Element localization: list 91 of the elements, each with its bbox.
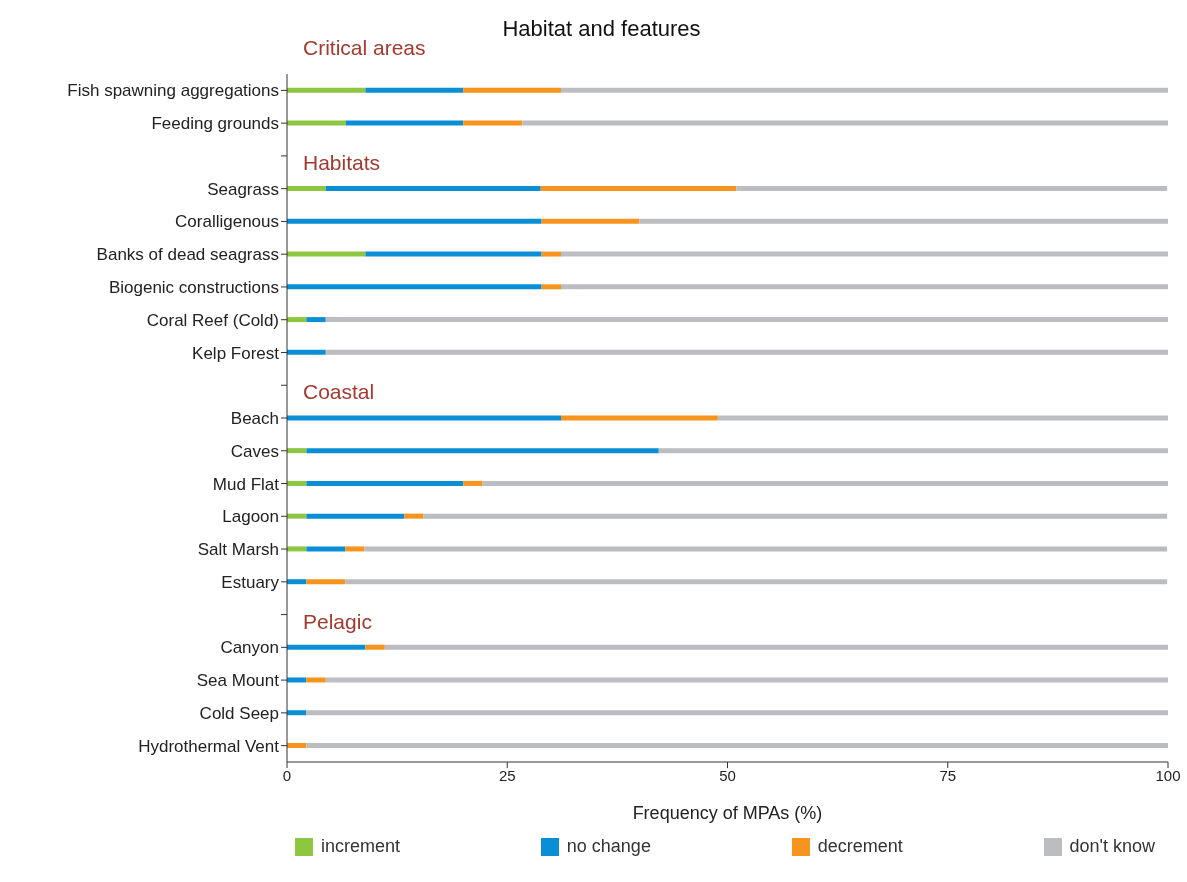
bar bbox=[345, 546, 365, 552]
bar bbox=[522, 120, 1168, 126]
y-tick-label: Hydrothermal Vent bbox=[138, 736, 280, 756]
chart-title: Habitat and features bbox=[502, 16, 701, 41]
bar bbox=[463, 87, 561, 93]
bar bbox=[365, 87, 464, 93]
bar bbox=[365, 644, 385, 650]
bar bbox=[287, 546, 307, 552]
bar bbox=[364, 546, 1168, 552]
bar bbox=[306, 579, 346, 585]
bar bbox=[541, 218, 640, 224]
bar bbox=[287, 743, 307, 748]
bar bbox=[287, 87, 366, 93]
y-tick-label: Biogenic constructions bbox=[108, 277, 279, 297]
bar bbox=[325, 677, 1168, 683]
y-tick-label: Feeding grounds bbox=[151, 114, 279, 134]
y-tick-label: Canyon bbox=[220, 638, 279, 658]
annotation: Pelagic bbox=[303, 609, 372, 634]
bar bbox=[287, 349, 326, 355]
bar bbox=[540, 186, 737, 192]
bar bbox=[423, 513, 1168, 519]
bar bbox=[365, 251, 542, 257]
bar bbox=[306, 546, 346, 552]
bar bbox=[541, 284, 561, 290]
bar bbox=[287, 317, 307, 323]
x-tick-label: 50 bbox=[719, 766, 736, 784]
y-tick-label: Banks of dead seagrass bbox=[96, 245, 279, 265]
bar bbox=[639, 218, 1168, 224]
bar bbox=[306, 677, 326, 683]
annotation: Coastal bbox=[303, 380, 375, 405]
x-tick-label: 0 bbox=[282, 766, 292, 784]
bar bbox=[287, 120, 347, 126]
x-tick-label: 100 bbox=[1155, 766, 1181, 784]
bar bbox=[287, 186, 326, 192]
y-tick-label: Beach bbox=[230, 409, 279, 429]
y-tick-label: Cold Seep bbox=[199, 703, 279, 723]
legend-label: no change bbox=[566, 836, 651, 857]
legend-label: decrement bbox=[817, 836, 903, 857]
bar bbox=[306, 317, 326, 323]
bar bbox=[560, 284, 1168, 290]
annotation: Habitats bbox=[303, 151, 381, 176]
bar bbox=[560, 87, 1168, 93]
bar bbox=[325, 317, 1168, 323]
x-axis-title: Frequency of MPAs (%) bbox=[632, 803, 823, 823]
y-tick-label: Coral Reef (Cold) bbox=[146, 310, 279, 330]
bar bbox=[345, 579, 1168, 585]
bar bbox=[287, 710, 307, 716]
bar bbox=[541, 251, 561, 257]
bar bbox=[736, 186, 1168, 192]
bar bbox=[463, 120, 523, 126]
bar bbox=[287, 218, 542, 224]
x-tick-label: 25 bbox=[498, 766, 516, 784]
bar bbox=[404, 513, 424, 519]
bar bbox=[306, 743, 1168, 748]
bar bbox=[287, 480, 307, 486]
legend-label: don't know bbox=[1069, 836, 1155, 857]
bar bbox=[306, 480, 464, 486]
bar bbox=[325, 186, 541, 192]
y-tick-label: Caves bbox=[230, 441, 279, 461]
y-tick-label: Fish spawning aggregations bbox=[67, 81, 279, 101]
bar bbox=[306, 513, 405, 519]
y-tick-label: Estuary bbox=[221, 572, 280, 592]
bar bbox=[346, 120, 464, 126]
bar bbox=[287, 415, 561, 421]
bar bbox=[306, 710, 1168, 716]
y-tick-label: Mud Flat bbox=[212, 474, 280, 494]
bar bbox=[560, 251, 1168, 257]
y-tick-label: Kelp Forest bbox=[192, 343, 280, 363]
legend-label: increment bbox=[321, 836, 401, 857]
y-tick-label: Lagoon bbox=[222, 507, 279, 527]
y-tick-label: Sea Mount bbox=[196, 671, 280, 691]
bar bbox=[560, 415, 718, 421]
bar bbox=[287, 448, 307, 454]
bar bbox=[306, 448, 659, 454]
bar bbox=[287, 284, 542, 290]
bar bbox=[287, 677, 307, 683]
bar bbox=[463, 480, 483, 486]
bar bbox=[717, 415, 1168, 421]
x-tick-label: 75 bbox=[939, 766, 957, 784]
text: Critical areas bbox=[303, 36, 426, 61]
y-tick-label: Salt Marsh bbox=[197, 540, 279, 560]
bar bbox=[384, 644, 1168, 650]
bar bbox=[287, 251, 366, 257]
bar bbox=[287, 513, 307, 519]
bar bbox=[482, 480, 1168, 486]
y-tick-label: Seagrass bbox=[207, 179, 279, 199]
bar bbox=[325, 349, 1168, 355]
bar bbox=[287, 644, 366, 650]
y-tick-label: Coralligenous bbox=[175, 212, 279, 232]
bar bbox=[658, 448, 1168, 454]
bar bbox=[287, 579, 307, 585]
